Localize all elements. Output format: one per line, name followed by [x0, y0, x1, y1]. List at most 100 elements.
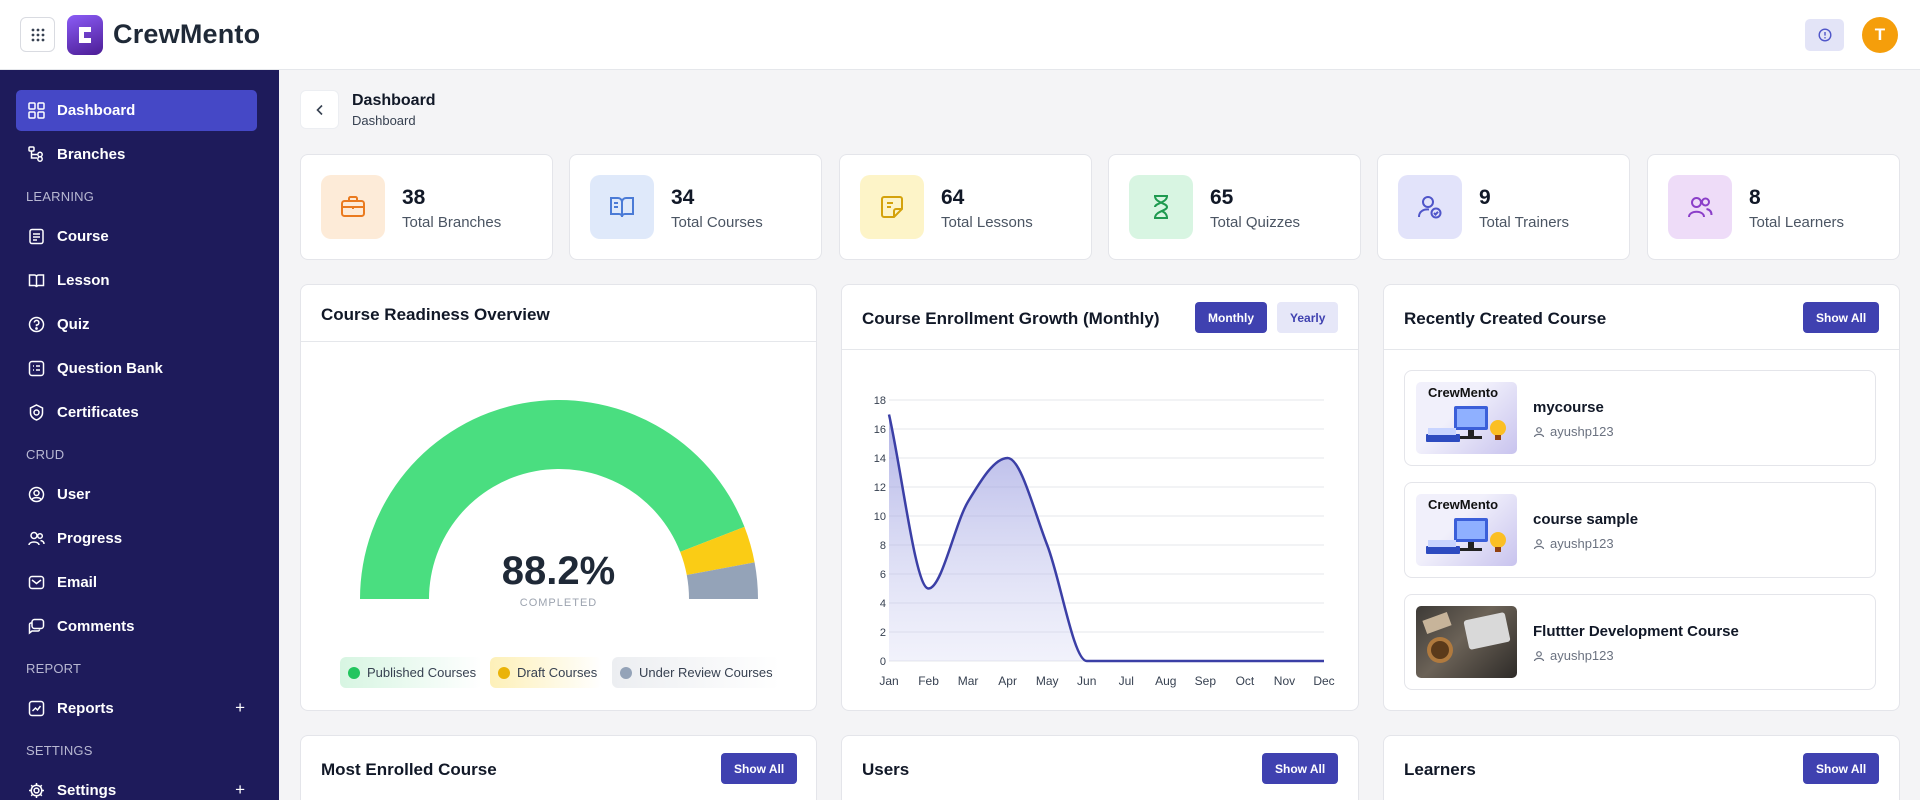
help-circle-icon — [27, 316, 45, 334]
series-line — [887, 414, 1324, 663]
comments-icon — [27, 618, 45, 636]
legend-label: Under Review Courses — [639, 665, 773, 680]
sidebar-item-label: Comments — [57, 618, 135, 635]
sidebar-item-label: Lesson — [57, 272, 110, 289]
course-card[interactable]: CrewMento mycourse ayushp123 — [1404, 370, 1876, 466]
y-tick-label: 6 — [880, 569, 886, 581]
sidebar-item-comments[interactable]: Comments — [16, 606, 257, 647]
sidebar-item-label: Certificates — [57, 404, 139, 421]
thumbnail-brand: CrewMento — [1428, 385, 1499, 400]
page-title: Dashboard — [352, 92, 436, 109]
sidebar-item-branches[interactable]: Branches — [16, 134, 257, 175]
course-card[interactable]: CrewMento course sample ayushp123 — [1404, 482, 1876, 578]
book-icon — [590, 175, 654, 239]
sidebar-item-user[interactable]: User — [16, 474, 257, 515]
sidebar-item-dashboard[interactable]: Dashboard — [16, 90, 257, 131]
stat-card-trainers[interactable]: 9 Total Trainers — [1377, 154, 1630, 260]
stat-value: 65 — [1210, 186, 1234, 209]
thumbnail-brand: CrewMento — [1428, 497, 1499, 512]
panel-title: Course Readiness Overview — [321, 305, 550, 324]
sidebar-item-label: Dashboard — [57, 102, 136, 119]
x-tick-label: Oct — [1236, 674, 1255, 688]
panel-title: Learners — [1404, 760, 1476, 779]
course-thumbnail — [1416, 606, 1517, 678]
x-tick-label: Feb — [918, 674, 939, 688]
users-panel: Users Show All — [841, 735, 1359, 800]
recent-courses-panel: Recently Created Course Show All CrewMen… — [1383, 284, 1900, 711]
course-thumbnail: CrewMento — [1416, 382, 1517, 454]
dashboard-icon — [27, 102, 45, 120]
monthly-toggle-button[interactable]: Monthly — [1195, 302, 1267, 333]
gauge-segment-published — [360, 400, 745, 599]
panel-title: Recently Created Course — [1404, 309, 1607, 328]
y-tick-label: 4 — [880, 598, 886, 610]
stat-value: 34 — [671, 186, 695, 209]
stat-card-quizzes[interactable]: 65 Total Quizzes — [1108, 154, 1361, 260]
top-bar: CrewMento T — [0, 0, 1920, 70]
show-all-button[interactable]: Show All — [721, 753, 798, 784]
series-area — [889, 414, 1324, 661]
y-tick-label: 2 — [880, 627, 886, 639]
y-tick-label: 16 — [874, 424, 886, 436]
gauge-caption: COMPLETED — [519, 597, 598, 609]
sidebar-item-reports[interactable]: Reports + — [16, 688, 257, 729]
user-icon — [1533, 650, 1545, 662]
enrollment-chart: 0 2 4 6 8 10 12 14 16 18 Jan Feb Mar Apr May Jun Jul Aug S… — [874, 395, 1335, 688]
sidebar-item-settings[interactable]: Settings + — [16, 770, 257, 800]
show-all-button[interactable]: Show All — [1803, 753, 1880, 784]
user-circle-icon — [27, 486, 45, 504]
divider — [301, 341, 816, 342]
course-author: ayushp123 — [1533, 424, 1614, 439]
x-tick-label: Aug — [1155, 674, 1176, 688]
section-label-crud: CRUD — [26, 447, 65, 462]
x-tick-label: Sep — [1195, 674, 1217, 688]
sidebar-item-course[interactable]: Course — [16, 216, 257, 257]
x-tick-label: Nov — [1274, 674, 1295, 688]
stat-card-lessons[interactable]: 64 Total Lessons — [839, 154, 1092, 260]
stat-label: Total Lessons — [941, 214, 1033, 231]
apps-grid-button[interactable] — [20, 17, 55, 52]
sidebar-item-progress[interactable]: Progress — [16, 518, 257, 559]
users-icon — [27, 530, 45, 548]
chevron-left-icon — [315, 104, 323, 115]
sidebar-item-label: Settings — [57, 782, 117, 799]
show-all-button[interactable]: Show All — [1803, 302, 1880, 333]
course-card[interactable]: Fluttter Development Course ayushp123 — [1404, 594, 1876, 690]
expand-plus-icon[interactable]: + — [235, 698, 245, 717]
user-icon — [1533, 426, 1545, 438]
hourglass-icon — [1129, 175, 1193, 239]
section-label-report: REPORT — [26, 661, 82, 676]
sidebar-item-label: Reports — [57, 700, 114, 717]
stat-card-learners[interactable]: 8 Total Learners — [1647, 154, 1900, 260]
gauge-percentage: 88.2% — [501, 549, 616, 593]
stat-value: 38 — [402, 186, 426, 209]
certificate-icon — [27, 404, 45, 422]
stat-card-branches[interactable]: 38 Total Branches — [300, 154, 553, 260]
sidebar-item-lesson[interactable]: Lesson — [16, 260, 257, 301]
y-tick-label: 18 — [874, 395, 886, 407]
grid-icon — [31, 28, 44, 41]
sidebar-item-quiz[interactable]: Quiz — [16, 304, 257, 345]
course-author: ayushp123 — [1533, 648, 1614, 663]
stat-card-courses[interactable]: 34 Total Courses — [569, 154, 822, 260]
sidebar-item-question-bank[interactable]: Question Bank — [16, 348, 257, 389]
expand-plus-icon[interactable]: + — [235, 780, 245, 799]
x-tick-label: Jul — [1119, 674, 1134, 688]
y-tick-label: 0 — [880, 656, 886, 668]
stat-label: Total Trainers — [1479, 214, 1570, 231]
show-all-button[interactable]: Show All — [1262, 753, 1339, 784]
author-name: ayushp123 — [1550, 536, 1614, 551]
yearly-toggle-button[interactable]: Yearly — [1277, 302, 1339, 333]
brand-logo — [67, 15, 103, 55]
panel-title: Course Enrollment Growth (Monthly) — [862, 309, 1160, 328]
sidebar-item-email[interactable]: Email — [16, 562, 257, 603]
info-button[interactable] — [1805, 19, 1844, 51]
back-button[interactable] — [300, 90, 339, 129]
sidebar-item-certificates[interactable]: Certificates — [16, 392, 257, 433]
enrollment-panel: Course Enrollment Growth (Monthly) Month… — [841, 284, 1359, 711]
x-tick-label: Dec — [1313, 674, 1334, 688]
users-icon — [1668, 175, 1732, 239]
user-avatar[interactable]: T — [1862, 17, 1898, 53]
legend-dot — [498, 666, 510, 679]
sidebar-item-label: User — [57, 486, 91, 503]
